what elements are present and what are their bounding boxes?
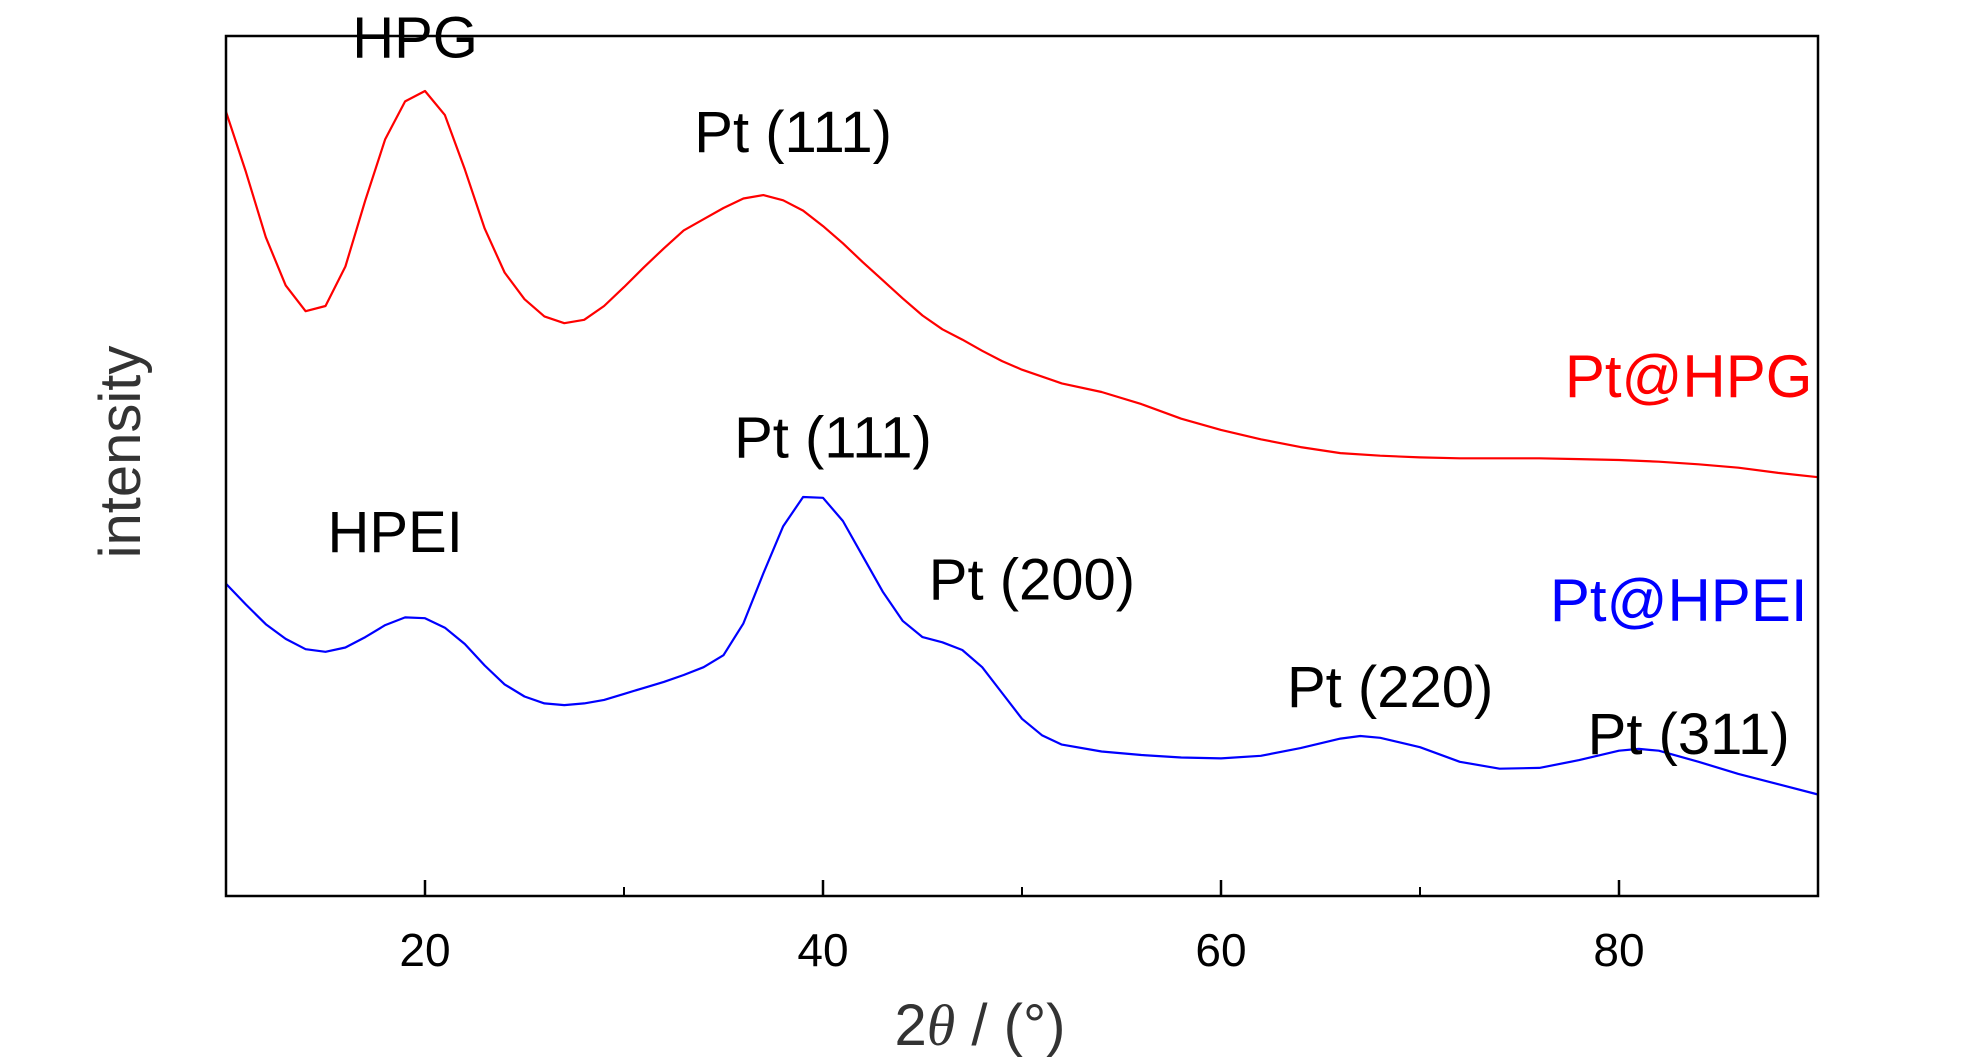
plot-area-frame — [224, 34, 1820, 898]
annotation-pt311: Pt (311) — [1588, 702, 1790, 767]
series-line-pt-hpei — [225, 495, 1819, 796]
y-axis-label: intensity — [88, 346, 153, 559]
annotation-hpei: HPEI — [327, 500, 462, 565]
annotation-pt111-hpei: Pt (111) — [734, 405, 932, 470]
series-labels: Pt@HPG Pt@HPEI — [1550, 343, 1813, 634]
x-axis-ticks — [423, 880, 1621, 896]
series-label-pt-hpg: Pt@HPG — [1565, 343, 1813, 410]
annotation-pt220: Pt (220) — [1287, 655, 1493, 720]
x-tick-label-80: 80 — [1593, 924, 1644, 976]
x-axis-tick-labels: 20 40 60 80 — [399, 924, 1644, 976]
series-layer — [224, 89, 1819, 796]
x-axis-label-theta: θ — [927, 993, 956, 1058]
x-tick-label-20: 20 — [399, 924, 450, 976]
x-tick-label-40: 40 — [797, 924, 848, 976]
annotation-pt200: Pt (200) — [929, 547, 1135, 612]
series-line-pt-hpg — [224, 89, 1819, 479]
x-axis-label-prefix: 2 — [895, 993, 927, 1058]
series-label-pt-hpei: Pt@HPEI — [1550, 567, 1808, 634]
x-tick-label-60: 60 — [1195, 924, 1246, 976]
x-axis-label: 2θ / (°) — [895, 993, 1066, 1058]
x-axis-label-unit: / (°) — [955, 993, 1065, 1058]
annotation-hpg: HPG — [352, 6, 478, 71]
peak-annotations: HPG Pt (111) HPEI Pt (111) Pt (200) Pt (220) P… — [327, 6, 1789, 768]
annotation-pt111-hpg: Pt (111) — [694, 100, 892, 165]
